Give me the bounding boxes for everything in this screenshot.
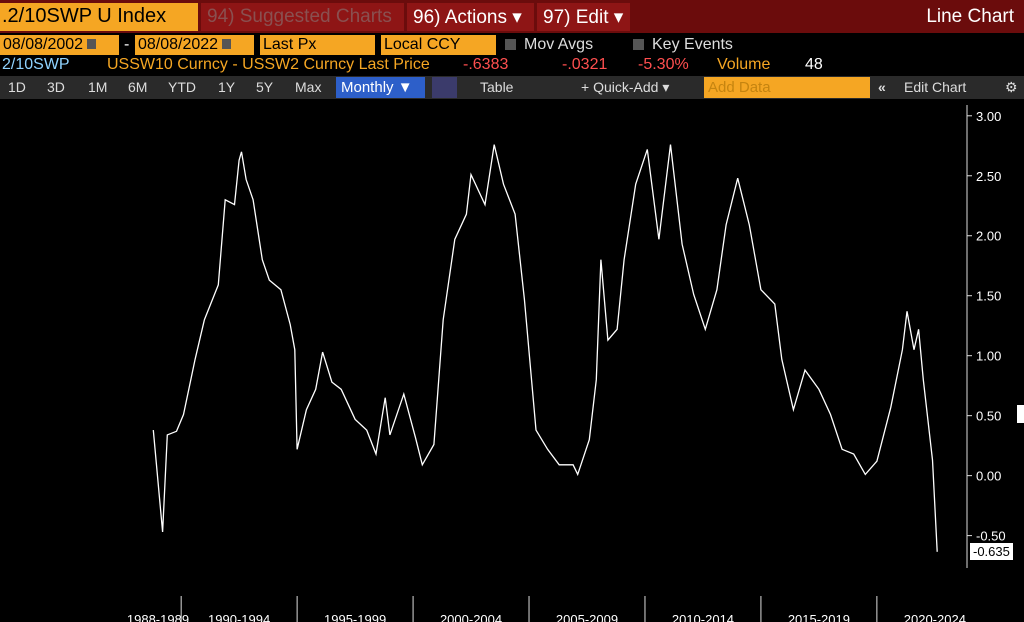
calendar-icon[interactable]: [87, 39, 97, 49]
y-tick-label: 1.50: [976, 289, 1001, 304]
scroll-marker: [1017, 405, 1024, 423]
edit-menu[interactable]: 97) Edit ▾: [537, 3, 630, 31]
range-button[interactable]: Max: [295, 79, 322, 95]
ticker[interactable]: .2/10SWP U Index: [0, 3, 198, 31]
range-button[interactable]: YTD: [168, 79, 196, 95]
end-date[interactable]: 08/08/2022: [135, 35, 254, 55]
x-tick-label: 1995-1999: [324, 612, 386, 622]
y-tick-label: 3.00: [976, 109, 1001, 124]
mov-avgs-label: Mov Avgs: [524, 36, 594, 53]
last-value-label: -0.635: [970, 542, 1013, 560]
series-line: [152, 144, 938, 552]
x-tick-label: 2020-2024: [904, 612, 966, 622]
checkbox[interactable]: [633, 39, 644, 51]
y-tick-label: 2.50: [976, 169, 1001, 184]
actions-menu[interactable]: 96) Actions ▾: [407, 3, 534, 31]
mov-avgs[interactable]: Mov Avgs: [505, 36, 593, 54]
collapse[interactable]: «: [878, 79, 886, 95]
x-tick-label: 1988-1989: [127, 612, 189, 622]
checkbox[interactable]: [505, 39, 516, 51]
start-date-text: 08/08/2002: [3, 36, 84, 53]
x-tick-label: 2010-2014: [672, 612, 734, 622]
chart-icon[interactable]: [432, 77, 457, 98]
add-data[interactable]: Add Data: [704, 77, 870, 98]
change-pct: -5.30%: [638, 56, 689, 73]
frequency[interactable]: Monthly ▼: [336, 77, 425, 98]
end-date-text: 08/08/2022: [138, 36, 219, 53]
range-button[interactable]: 1M: [88, 79, 108, 95]
series-name: 2/10SWP: [2, 56, 70, 73]
range-button[interactable]: 6M: [128, 79, 148, 95]
last-value: -.6383: [463, 56, 509, 73]
range-button[interactable]: 5Y: [256, 79, 274, 95]
suggested-charts[interactable]: 94) Suggested Charts: [201, 3, 404, 31]
field-select[interactable]: Last Px: [260, 35, 375, 55]
x-tick-label: 2005-2009: [556, 612, 618, 622]
x-tick-label: 1990-1994: [208, 612, 270, 622]
key-events[interactable]: Key Events: [633, 36, 733, 54]
quick-add[interactable]: + Quick-Add ▾: [581, 79, 670, 95]
table-button[interactable]: Table: [480, 79, 514, 95]
settings-icon[interactable]: ⚙: [1005, 79, 1018, 95]
y-tick-label: 0.50: [976, 409, 1001, 424]
x-tick-label: 2015-2019: [788, 612, 850, 622]
range-button[interactable]: 1Y: [218, 79, 236, 95]
range-button[interactable]: 3D: [47, 79, 65, 95]
date-separator: -: [124, 36, 130, 53]
calendar-icon[interactable]: [222, 39, 232, 49]
y-tick-label: -0.50: [976, 529, 1006, 544]
volume: 48: [805, 56, 823, 73]
x-tick-label: 2000-2004: [440, 612, 502, 622]
start-date[interactable]: 08/08/2002: [0, 35, 119, 55]
range-button[interactable]: 1D: [8, 79, 26, 95]
y-tick-label: 2.00: [976, 229, 1001, 244]
y-tick-label: 0.00: [976, 469, 1001, 484]
volume-label: Volume: [717, 56, 771, 73]
y-tick-label: 1.00: [976, 349, 1001, 364]
view-name: Line Chart: [926, 6, 1014, 27]
change: -.0321: [562, 56, 608, 73]
currency-select[interactable]: Local CCY: [381, 35, 496, 55]
series-description: USSW10 Curncy - USSW2 Curncy Last Price: [107, 56, 430, 73]
edit-chart[interactable]: Edit Chart: [904, 79, 967, 95]
key-events-label: Key Events: [652, 36, 733, 53]
